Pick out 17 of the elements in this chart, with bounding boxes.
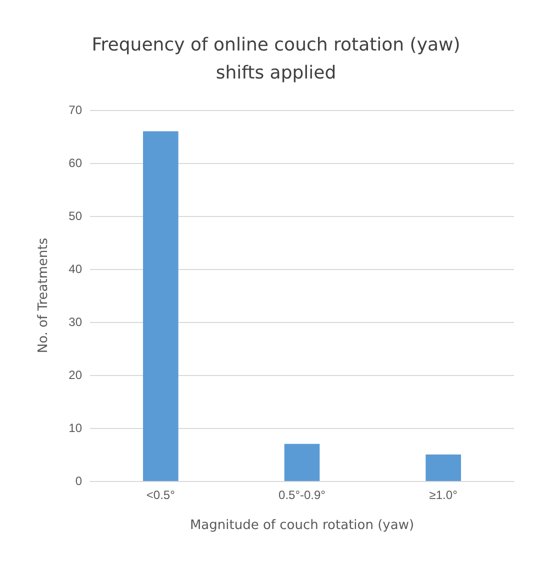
y-tick-label: 20 — [68, 368, 82, 382]
bar — [143, 131, 178, 481]
y-axis-title: No. of Treatments — [36, 238, 51, 354]
x-tick-label: ≥1.0° — [429, 488, 458, 502]
y-tick-label: 70 — [68, 103, 82, 117]
bar — [426, 454, 461, 481]
x-axis-title: Magnitude of couch rotation (yaw) — [190, 518, 414, 533]
y-tick-label: 60 — [68, 156, 82, 170]
chart-title: Frequency of online couch rotation (yaw) shifts applied — [92, 34, 460, 84]
x-tick-label: <0.5° — [146, 488, 176, 502]
x-tick-label: 0.5°-0.9° — [278, 488, 326, 502]
y-tick-label: 30 — [68, 315, 82, 329]
y-tick-label: 0 — [75, 474, 82, 488]
y-tick-label: 50 — [68, 209, 82, 223]
y-tick-label: 10 — [68, 421, 82, 435]
bar — [284, 444, 320, 481]
y-tick-label: 40 — [68, 262, 82, 276]
